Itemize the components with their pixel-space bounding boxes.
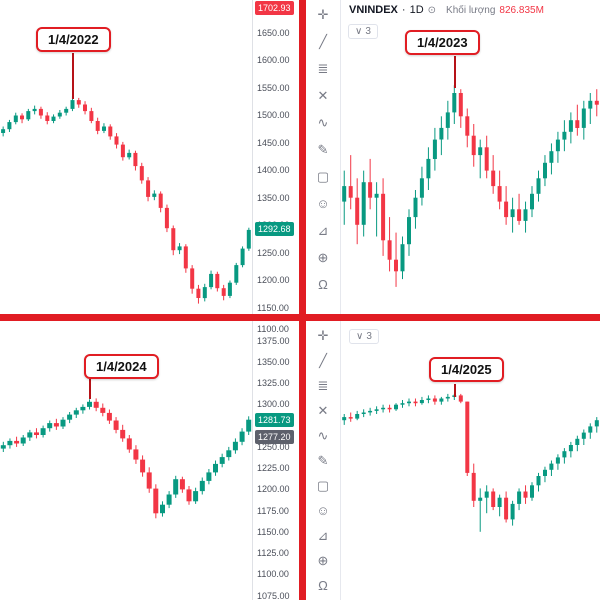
price-axis-label: 1125.00: [257, 548, 289, 558]
price-axis-label: 1225.00: [257, 463, 290, 473]
price-axis-2022[interactable]: 1650.00 1600.00 1550.00 1500.00 1450.00 1400.…: [252, 0, 299, 314]
callout-pointer: [72, 53, 74, 99]
candlestick-chart-2022[interactable]: [0, 0, 252, 314]
callout-pointer: [454, 56, 456, 88]
date-callout-2024[interactable]: 1/4/2024: [84, 354, 159, 379]
zoom-in-icon[interactable]: ⊕: [317, 250, 329, 265]
candlestick-chart-2025[interactable]: [341, 321, 600, 600]
volume-label: Khối lượng: [446, 4, 496, 16]
chart-header: VNINDEX · 1D ⊙ Khối lượng 826.835M: [349, 4, 544, 16]
drawing-toolbar-top: ✛ ╱ ≣ ✕ ∿ ✎ ▢ ☺ ⊿ ⊕ Ω: [306, 0, 341, 314]
price-axis-label: 1150.00: [257, 303, 289, 313]
callout-pointer: [89, 379, 91, 399]
magnet-icon[interactable]: Ω: [318, 277, 328, 292]
price-axis-label: 1300.00: [257, 399, 290, 409]
interval-label[interactable]: 1D: [409, 4, 424, 16]
chart-pane-2022: 1650.00 1600.00 1550.00 1500.00 1450.00 1400.…: [0, 0, 299, 314]
drawing-toolbar-bottom: ✛ ╱ ≣ ✕ ∿ ✎ ▢ ☺ ⊿ ⊕ Ω: [306, 321, 341, 600]
callout-pointer: [454, 384, 456, 397]
price-axis-label: 1200.00: [257, 275, 290, 285]
price-axis-label: 1100.00: [257, 324, 289, 334]
last-price-badge: 1292.68: [255, 222, 294, 236]
candlestick-chart-2024[interactable]: [0, 321, 252, 600]
header-separator: ·: [401, 4, 406, 16]
price-axis-label: 1400.00: [257, 165, 290, 175]
high-price-badge: 1702.93: [255, 1, 294, 15]
text-note-icon[interactable]: ▢: [316, 169, 330, 184]
price-axis-label: 1350.00: [257, 357, 290, 367]
xabcd-pattern-icon[interactable]: ✕: [317, 88, 329, 103]
price-axis-label: 1450.00: [257, 138, 290, 148]
volume-value: 826.835M: [499, 4, 544, 16]
price-axis-label: 1650.00: [257, 28, 290, 38]
brush-icon[interactable]: ✎: [317, 142, 329, 157]
crosshair-icon[interactable]: ✛: [317, 7, 329, 22]
ruler-icon[interactable]: ⊿: [317, 528, 329, 543]
price-axis-label: 1200.00: [257, 484, 290, 494]
legend-collapse-chip[interactable]: ∨ 3: [348, 24, 378, 39]
chart-pane-2024: 1100.00 1375.00 1350.00 1325.00 1300.00 1250…: [0, 321, 299, 600]
emoji-icon[interactable]: ☺: [316, 196, 330, 211]
date-callout-2022[interactable]: 1/4/2022: [36, 27, 111, 52]
quadrant-divider-horizontal: [0, 314, 600, 321]
chevron-down-icon: ∨: [355, 26, 363, 37]
date-callout-2023[interactable]: 1/4/2023: [405, 30, 480, 55]
indicator-count: 3: [365, 26, 371, 37]
legend-collapse-chip[interactable]: ∨ 3: [349, 329, 379, 344]
elliott-wave-icon[interactable]: ∿: [317, 115, 329, 130]
date-callout-2025[interactable]: 1/4/2025: [429, 357, 504, 382]
zoom-in-icon[interactable]: ⊕: [317, 553, 329, 568]
chart-pane-2025: ∨ 3 1/4/2025: [341, 321, 600, 600]
crosshair-icon[interactable]: ✛: [317, 328, 329, 343]
ruler-icon[interactable]: ⊿: [317, 223, 329, 238]
visibility-icon[interactable]: ⊙: [427, 4, 437, 16]
chevron-down-icon: ∨: [356, 331, 364, 342]
fib-retracement-icon[interactable]: ≣: [317, 378, 329, 393]
quadrant-divider-vertical: [299, 0, 306, 600]
magnet-icon[interactable]: Ω: [318, 578, 328, 593]
xabcd-pattern-icon[interactable]: ✕: [317, 403, 329, 418]
elliott-wave-icon[interactable]: ∿: [317, 428, 329, 443]
price-axis-label: 1100.00: [257, 569, 289, 579]
price-axis-label: 1375.00: [257, 336, 290, 346]
price-axis-label: 1350.00: [257, 193, 290, 203]
price-axis-label: 1075.00: [257, 591, 290, 600]
price-axis-label: 1250.00: [257, 442, 290, 452]
price-axis-label: 1500.00: [257, 110, 290, 120]
price-axis-label: 1175.00: [257, 506, 289, 516]
price-axis-2024[interactable]: 1100.00 1375.00 1350.00 1325.00 1300.00 1250…: [252, 321, 299, 600]
last-price-badge: 1281.73: [255, 413, 294, 427]
fib-retracement-icon[interactable]: ≣: [317, 61, 329, 76]
text-note-icon[interactable]: ▢: [316, 478, 330, 493]
price-axis-label: 1600.00: [257, 55, 290, 65]
trend-line-icon[interactable]: ╱: [319, 34, 327, 49]
symbol-name[interactable]: VNINDEX: [349, 4, 398, 16]
trend-line-icon[interactable]: ╱: [319, 353, 327, 368]
emoji-icon[interactable]: ☺: [316, 503, 330, 518]
price-axis-label: 1150.00: [257, 527, 289, 537]
price-axis-label: 1325.00: [257, 378, 290, 388]
candlestick-chart-2023[interactable]: [341, 0, 600, 314]
secondary-price-badge: 1277.20: [255, 430, 294, 444]
indicator-count: 3: [366, 331, 372, 342]
price-axis-label: 1250.00: [257, 248, 290, 258]
price-axis-label: 1550.00: [257, 83, 290, 93]
chart-pane-2023: VNINDEX · 1D ⊙ Khối lượng 826.835M ∨ 3 1…: [341, 0, 600, 314]
brush-icon[interactable]: ✎: [317, 453, 329, 468]
